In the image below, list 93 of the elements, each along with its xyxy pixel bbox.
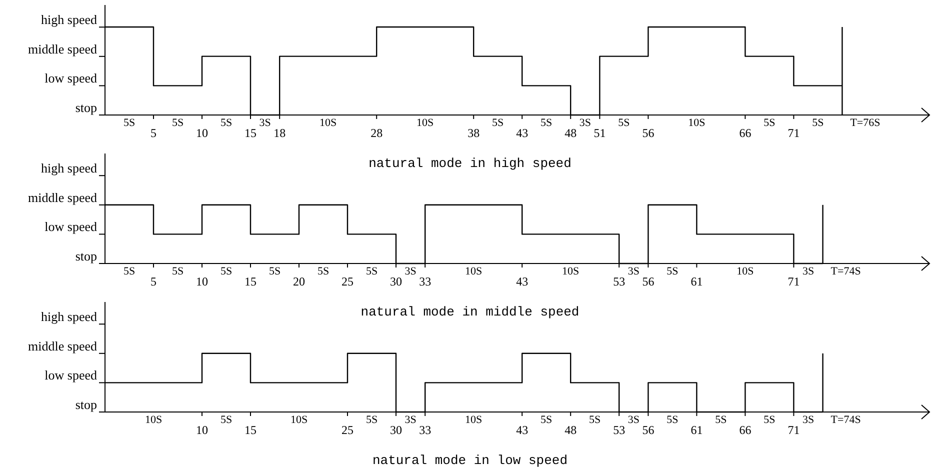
text: 5S <box>666 414 678 426</box>
x-tick-label: 15 <box>244 423 256 437</box>
x-tick-label: 43 <box>516 423 528 437</box>
x-tick-label: 28 <box>370 126 383 140</box>
text: middle speed <box>28 338 98 354</box>
text: 5S <box>666 266 678 278</box>
text: 5S <box>123 117 136 129</box>
text: 10S <box>736 266 754 278</box>
text: 5S <box>492 117 504 129</box>
x-tick-label: 53 <box>613 274 626 288</box>
x-tick-label: 56 <box>642 274 654 288</box>
x-tick-label: 10 <box>196 423 208 437</box>
text: 5S <box>618 117 630 129</box>
x-tick-label: 66 <box>739 423 752 437</box>
text: 3S <box>404 266 416 278</box>
x-tick-label: 71 <box>788 274 800 288</box>
text: natural mode in low speed <box>372 453 568 467</box>
text: 10S <box>416 117 434 129</box>
text: high speed <box>41 309 98 324</box>
x-tick-label: 20 <box>293 274 305 288</box>
text: 5S <box>764 414 776 426</box>
text: high speed <box>41 160 98 176</box>
text: 3S <box>628 266 640 278</box>
x-tick-label: 51 <box>594 126 606 140</box>
text: 3S <box>628 414 640 426</box>
x-tick-label: 5 <box>150 274 156 288</box>
text: natural mode in middle speed <box>360 304 580 320</box>
x-tick-label: 25 <box>342 274 354 288</box>
text: 5S <box>812 117 824 129</box>
x-tick-label: 56 <box>642 423 654 437</box>
ref-line-label: T=74S <box>830 266 861 278</box>
text: 10S <box>144 414 162 426</box>
text: 10S <box>688 117 706 129</box>
x-tick-label: 33 <box>419 274 432 288</box>
x-tick-label: 25 <box>342 423 354 437</box>
text: 5S <box>764 117 776 129</box>
x-tick-label: 10 <box>196 274 208 288</box>
text: middle speed <box>28 190 98 205</box>
ref-line-label: T=76S <box>850 117 880 129</box>
text: 5S <box>220 266 232 278</box>
text: 5S <box>123 266 136 278</box>
x-tick-label: 48 <box>564 126 577 140</box>
text: 5S <box>317 266 330 278</box>
x-tick-label: 61 <box>690 274 703 288</box>
ref-line-label: T=74S <box>830 414 861 426</box>
text: 10S <box>562 266 580 278</box>
x-tick-label: 66 <box>739 126 752 140</box>
x-tick-label: 15 <box>244 126 256 140</box>
text: stop <box>75 248 97 264</box>
text: 5S <box>220 414 232 426</box>
x-tick-label: 53 <box>613 423 626 437</box>
x-tick-label: 61 <box>690 423 703 437</box>
text: low speed <box>44 368 98 383</box>
text: 3S <box>259 117 271 129</box>
text: stop <box>75 397 97 412</box>
x-tick-label: 48 <box>564 423 577 437</box>
x-tick-label: 10 <box>196 126 208 140</box>
text: 5S <box>172 266 184 278</box>
text: middle speed <box>28 41 98 56</box>
text: 5S <box>366 266 378 278</box>
text: natural mode in high speed <box>368 156 572 171</box>
text: stop <box>75 100 97 115</box>
text: 5S <box>366 414 378 426</box>
text: 5S <box>715 414 727 426</box>
text: 10S <box>320 117 337 129</box>
x-tick-label: 43 <box>516 126 528 140</box>
text: 5S <box>589 414 601 426</box>
x-tick-label: 30 <box>390 274 402 288</box>
x-tick-label: 38 <box>468 126 480 140</box>
text: 5S <box>540 117 552 129</box>
x-tick-label: 5 <box>150 126 156 140</box>
text: 3S <box>802 266 814 278</box>
text: high speed <box>41 12 98 28</box>
text: 10S <box>290 414 308 426</box>
x-tick-label: 15 <box>244 274 256 288</box>
x-tick-label: 30 <box>390 423 402 437</box>
x-tick-label: 18 <box>274 126 286 140</box>
x-tick-label: 43 <box>516 274 528 288</box>
text: 3S <box>579 117 591 129</box>
x-tick-label: 33 <box>419 423 432 437</box>
text: 3S <box>404 414 416 426</box>
text: 5S <box>172 117 184 129</box>
x-tick-label: 56 <box>642 126 654 140</box>
text: 5S <box>268 266 281 278</box>
text: low speed <box>44 219 98 234</box>
x-tick-label: 71 <box>788 126 800 140</box>
text: 3S <box>802 414 814 426</box>
x-tick-label: 71 <box>788 423 800 437</box>
text: 10S <box>465 414 482 426</box>
text: 10S <box>465 266 482 278</box>
text: 5S <box>540 414 552 426</box>
text: low speed <box>44 70 98 86</box>
text: 5S <box>220 117 232 129</box>
